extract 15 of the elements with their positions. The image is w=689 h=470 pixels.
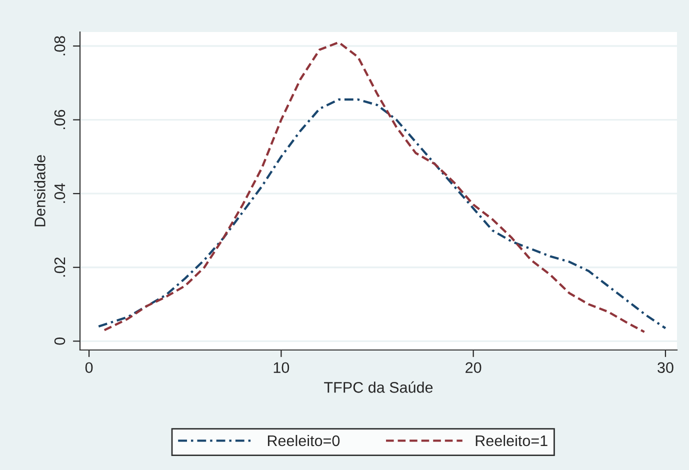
y-tick-label: .06 [54, 110, 66, 130]
y-tick-label: 0 [54, 337, 66, 345]
y-axis-title: Densidade [34, 155, 46, 226]
legend-label: Reeleito=0 [268, 434, 340, 446]
y-tick-label: .04 [54, 183, 66, 203]
x-axis-title: TFPC da Saúde [324, 381, 433, 393]
y-tick-label: .02 [54, 258, 66, 277]
line-series [98, 98, 667, 330]
x-tick-label: 0 [85, 362, 93, 374]
y-tick-label: .08 [54, 36, 66, 56]
x-tick-label: 30 [658, 362, 674, 374]
x-tick-label: 10 [274, 362, 290, 374]
line-series [103, 41, 646, 334]
x-tick-label: 20 [466, 362, 482, 374]
legend-label: Reeleito=1 [476, 434, 548, 446]
